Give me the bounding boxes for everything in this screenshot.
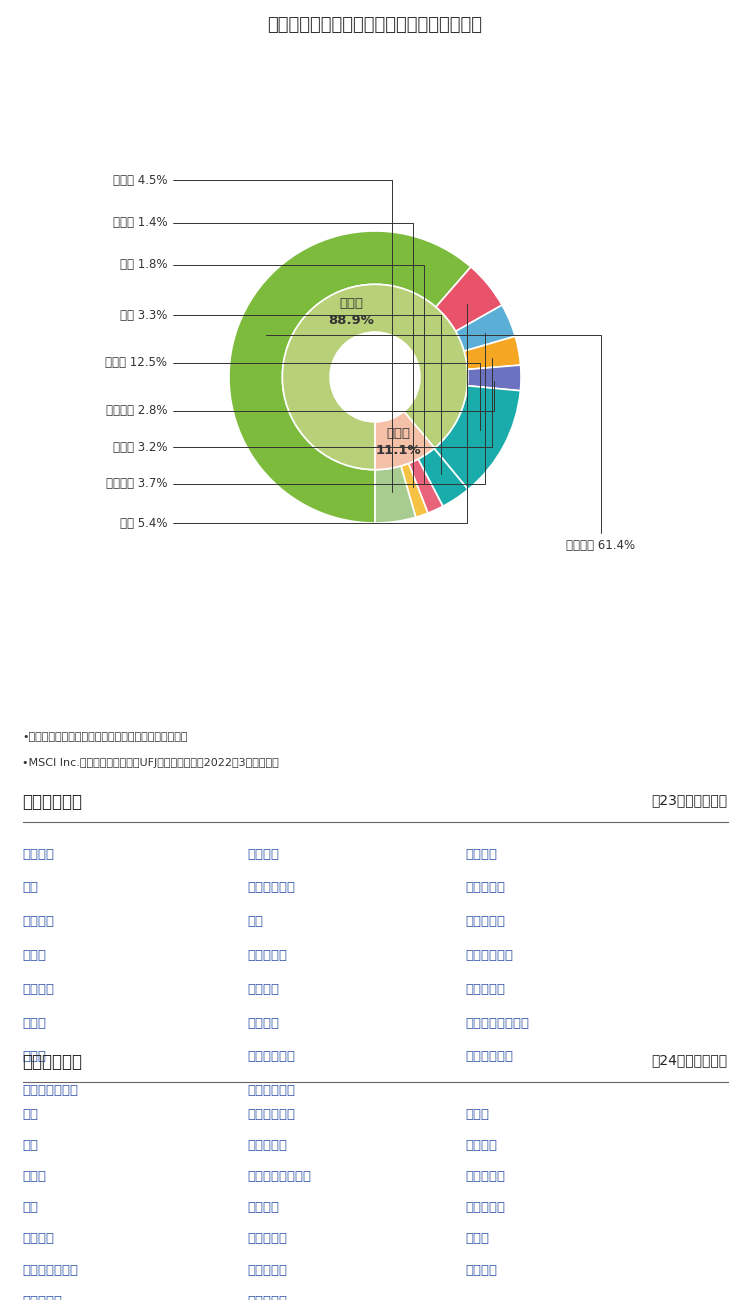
Text: インドネシア: インドネシア <box>248 1108 296 1121</box>
Text: アメリカ 61.4%: アメリカ 61.4% <box>266 335 635 552</box>
Text: ハンガリー: ハンガリー <box>465 1201 505 1214</box>
Text: イギリス 3.7%: イギリス 3.7% <box>106 333 485 490</box>
Text: アイルランド: アイルランド <box>465 949 513 962</box>
Wedge shape <box>400 463 428 517</box>
Text: マレーシア: マレーシア <box>248 1139 287 1152</box>
Text: ＜対象インデックスの国・地域別構成比率＞: ＜対象インデックスの国・地域別構成比率＞ <box>268 16 482 34</box>
Text: インド: インド <box>22 1170 46 1183</box>
Text: オランダ: オランダ <box>248 848 280 861</box>
Text: 韓国: 韓国 <box>22 1201 38 1214</box>
Text: サウジアラビア: サウジアラビア <box>22 1264 79 1277</box>
Wedge shape <box>375 411 434 469</box>
Text: オーストラリア: オーストラリア <box>22 1084 79 1097</box>
Text: オーストリア: オーストリア <box>465 1050 513 1063</box>
Text: アラブ首長国連邦: アラブ首長国連邦 <box>248 1170 311 1183</box>
Text: フランス 2.8%: フランス 2.8% <box>106 381 494 417</box>
Wedge shape <box>418 448 468 506</box>
Text: ポルトガル: ポルトガル <box>465 983 505 996</box>
Text: アメリカ: アメリカ <box>22 848 55 861</box>
Text: ノルウェー: ノルウェー <box>465 881 505 894</box>
Text: 中国: 中国 <box>22 1108 38 1121</box>
Text: フランス: フランス <box>22 983 55 996</box>
Text: カナダ: カナダ <box>22 949 46 962</box>
Text: ニュージーランド: ニュージーランド <box>465 1017 529 1030</box>
Text: インド 1.4%: インド 1.4% <box>112 216 413 488</box>
Text: 先進国・地域: 先進国・地域 <box>22 793 82 811</box>
Wedge shape <box>282 285 468 469</box>
Text: （24ヵ国・地域）: （24ヵ国・地域） <box>651 1053 728 1067</box>
Wedge shape <box>434 386 520 490</box>
Text: イスラエル: イスラエル <box>465 915 505 928</box>
Wedge shape <box>409 459 443 514</box>
Text: 台湾 1.8%: 台湾 1.8% <box>120 259 424 482</box>
Text: シンガポール: シンガポール <box>248 1050 296 1063</box>
Text: 新興国・地域: 新興国・地域 <box>22 1053 82 1071</box>
Text: （23ヵ国・地域）: （23ヵ国・地域） <box>651 793 728 807</box>
Wedge shape <box>229 231 471 523</box>
Text: ポーランド: ポーランド <box>248 1295 287 1300</box>
Wedge shape <box>467 365 521 391</box>
Text: スペイン: スペイン <box>248 1017 280 1030</box>
Text: 香港: 香港 <box>248 915 263 928</box>
Text: デンマーク: デンマーク <box>248 949 287 962</box>
Text: フィンランド: フィンランド <box>248 1084 296 1097</box>
Text: ベルギー: ベルギー <box>465 848 497 861</box>
Text: カナダ 3.2%: カナダ 3.2% <box>112 359 492 454</box>
Text: ギリシャ: ギリシャ <box>465 1139 497 1152</box>
Wedge shape <box>456 306 515 351</box>
Text: スイス: スイス <box>22 1017 46 1030</box>
Text: 先進国
88.9%: 先進国 88.9% <box>328 298 374 328</box>
Text: 南アフリカ: 南アフリカ <box>22 1295 62 1300</box>
Text: •MSCI Inc.のデータを基に三菱UFJ国際投信作成（2022年3月末現在）: •MSCI Inc.のデータを基に三菱UFJ国際投信作成（2022年3月末現在） <box>22 758 279 768</box>
Text: エジプト: エジプト <box>465 1264 497 1277</box>
Wedge shape <box>375 465 416 523</box>
Text: トルコ: トルコ <box>465 1108 489 1121</box>
Text: フィリピン: フィリピン <box>248 1264 287 1277</box>
Text: カタール: カタール <box>248 1201 280 1214</box>
Text: 新興国
11.1%: 新興国 11.1% <box>376 426 422 456</box>
Text: 日本 5.4%: 日本 5.4% <box>120 304 467 529</box>
Text: スウェーデン: スウェーデン <box>248 881 296 894</box>
Wedge shape <box>464 337 520 369</box>
Text: 日本: 日本 <box>22 881 38 894</box>
Text: 中国 3.3%: 中国 3.3% <box>120 308 441 473</box>
Text: ドイツ: ドイツ <box>22 1050 46 1063</box>
Text: 台湾: 台湾 <box>22 1139 38 1152</box>
Text: •表示桁未満の数値がある場合、四捨五入しています。: •表示桁未満の数値がある場合、四捨五入しています。 <box>22 732 188 742</box>
Text: コロンビア: コロンビア <box>465 1170 505 1183</box>
Text: ブラジル: ブラジル <box>22 1232 55 1245</box>
Text: その他 4.5%: その他 4.5% <box>112 174 392 493</box>
Text: チェコ: チェコ <box>465 1232 489 1245</box>
Text: イタリア: イタリア <box>248 983 280 996</box>
Wedge shape <box>436 266 502 332</box>
Text: クウェート: クウェート <box>248 1232 287 1245</box>
Text: イギリス: イギリス <box>22 915 55 928</box>
Text: その他 12.5%: その他 12.5% <box>105 356 481 430</box>
